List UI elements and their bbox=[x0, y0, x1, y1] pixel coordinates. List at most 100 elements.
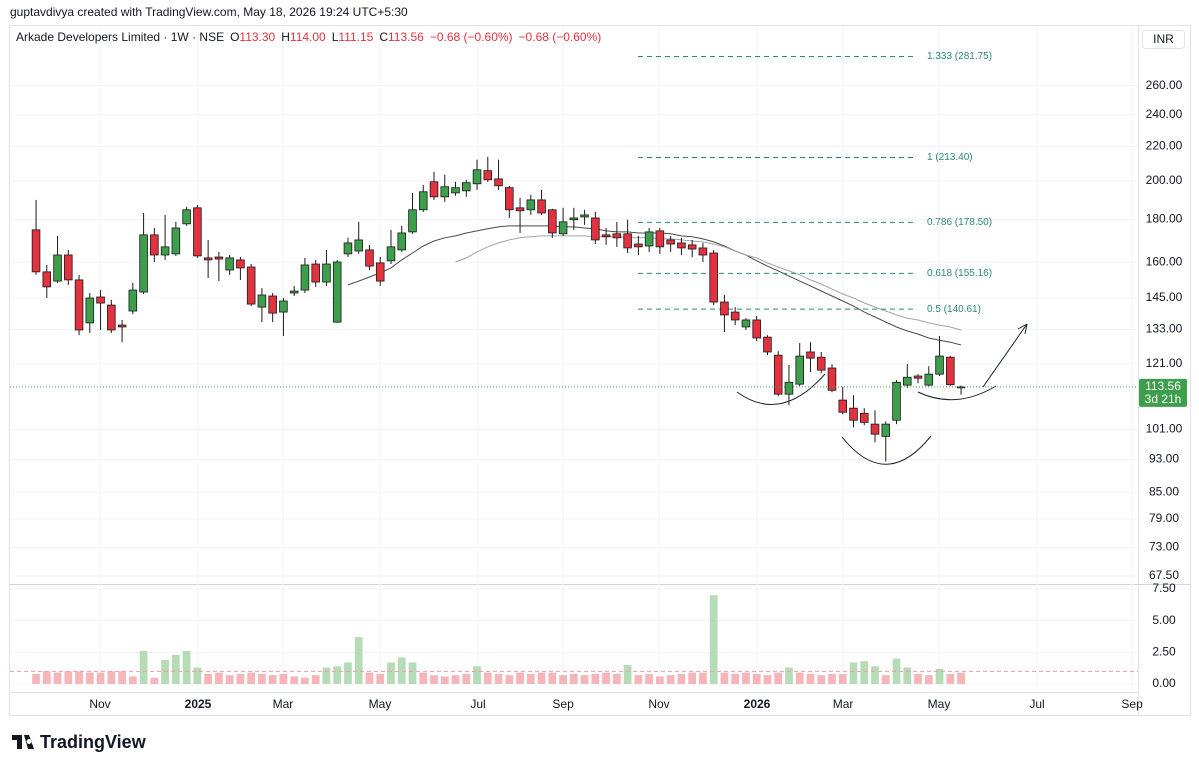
arrow bbox=[982, 323, 1028, 388]
axes: Nov 2025 Mar May Jul Sep Nov 2026 Mar May Jul Sep 26… bbox=[10, 78, 1187, 711]
fib-label: 1 (213.40) bbox=[927, 152, 973, 163]
volume-bar bbox=[161, 659, 169, 685]
candle-body bbox=[74, 279, 84, 331]
y-tick-label: 240.00 bbox=[1146, 107, 1183, 121]
y-tick-label: 160.00 bbox=[1146, 254, 1183, 268]
candle-body bbox=[322, 263, 331, 283]
volume-bar bbox=[53, 672, 62, 685]
candle-body bbox=[591, 217, 600, 241]
candle-body bbox=[924, 373, 934, 386]
volume-bar bbox=[569, 673, 578, 685]
fib-label: 0.5 (140.61) bbox=[927, 304, 981, 315]
volume-bar bbox=[236, 673, 245, 685]
candle-body bbox=[870, 423, 880, 435]
volume-bar bbox=[935, 668, 944, 685]
candle-body bbox=[773, 354, 783, 395]
x-tick-label: Nov bbox=[648, 697, 669, 711]
fib-label: 0.786 (178.50) bbox=[927, 217, 992, 228]
volume-bar bbox=[516, 672, 524, 685]
candle-body bbox=[279, 300, 288, 313]
candle-body bbox=[64, 254, 73, 281]
candle-body bbox=[505, 187, 514, 211]
legend-change: −0.68 (−0.60%) bbox=[518, 30, 602, 44]
volume-tick-label: 2.50 bbox=[1152, 644, 1176, 658]
volume-tick-label: 5.00 bbox=[1152, 613, 1176, 627]
candle-body bbox=[730, 311, 740, 321]
y-tick-label: 93.00 bbox=[1149, 452, 1179, 466]
volume-bar bbox=[709, 595, 718, 685]
volume-bar bbox=[505, 675, 514, 685]
volume-bar bbox=[699, 672, 707, 685]
legend-key: C bbox=[379, 30, 388, 44]
candle-body bbox=[472, 169, 482, 185]
volume-bar bbox=[548, 672, 557, 685]
grid bbox=[10, 26, 1138, 692]
volume-bar bbox=[171, 654, 180, 685]
volume-bar bbox=[419, 672, 428, 685]
candle-body bbox=[375, 262, 385, 282]
volume-bar bbox=[107, 671, 116, 685]
candle-body bbox=[203, 257, 213, 261]
legend: Arkade Developers Limited · 1W · NSE O113… bbox=[16, 30, 601, 44]
y-tick-label: 101.00 bbox=[1146, 422, 1183, 436]
fib-label: 0.618 (155.16) bbox=[927, 268, 992, 279]
candle-body bbox=[752, 319, 761, 339]
volume-bar bbox=[806, 673, 815, 685]
y-tick-label: 73.00 bbox=[1149, 540, 1179, 554]
x-tick-label: May bbox=[369, 697, 392, 711]
candle-body bbox=[451, 187, 460, 194]
candle-body bbox=[795, 355, 804, 385]
candle-body bbox=[268, 295, 277, 314]
candle-body bbox=[709, 252, 718, 303]
candle-body bbox=[859, 412, 869, 423]
volume-pane bbox=[10, 595, 1138, 685]
volume-bar bbox=[365, 672, 374, 685]
volume-bar bbox=[720, 672, 729, 685]
volume-bar bbox=[204, 673, 213, 685]
volume-bar bbox=[634, 675, 643, 685]
volume-bar bbox=[623, 665, 632, 685]
volume-bar bbox=[612, 673, 621, 685]
volume-bar bbox=[430, 675, 438, 685]
candle-body bbox=[741, 319, 751, 328]
volume-bar bbox=[193, 667, 202, 685]
volume-bar bbox=[42, 671, 51, 685]
candle-body bbox=[225, 257, 234, 271]
volume-bar bbox=[440, 676, 449, 685]
candle-body bbox=[289, 290, 299, 294]
credit: guptavdivya created with TradingView.com… bbox=[10, 5, 408, 19]
volume-bar bbox=[795, 672, 804, 685]
candle-body bbox=[300, 264, 310, 291]
candle-body bbox=[569, 217, 579, 221]
candle-body bbox=[386, 246, 396, 262]
candle-body bbox=[526, 199, 536, 211]
candle-body bbox=[429, 181, 439, 198]
candle-body bbox=[214, 256, 224, 260]
candle-body bbox=[666, 239, 675, 245]
candle-body bbox=[677, 242, 686, 249]
candle-body bbox=[171, 227, 181, 255]
volume-bar bbox=[344, 662, 352, 685]
volume-bar bbox=[451, 675, 460, 685]
candle-body bbox=[107, 304, 116, 331]
volume-bar bbox=[397, 657, 406, 685]
brand: TradingView bbox=[40, 732, 147, 752]
candle-body bbox=[612, 233, 622, 239]
volume-bar bbox=[376, 673, 385, 685]
volume-bar bbox=[537, 672, 546, 685]
candle-body bbox=[332, 261, 342, 323]
candle-body bbox=[193, 207, 202, 257]
currency-box[interactable] bbox=[1142, 30, 1185, 49]
x-tick-label: Sep bbox=[552, 697, 574, 711]
y-tick-label: 200.00 bbox=[1146, 173, 1183, 187]
candle-body bbox=[816, 356, 826, 371]
legend-value: 111.15 bbox=[338, 30, 374, 44]
candle-body bbox=[150, 234, 159, 256]
volume-bar bbox=[924, 675, 933, 685]
candle-body bbox=[96, 296, 105, 304]
candle-body bbox=[483, 170, 493, 181]
curve bbox=[841, 435, 932, 465]
y-tick-label: 67.50 bbox=[1149, 568, 1179, 582]
